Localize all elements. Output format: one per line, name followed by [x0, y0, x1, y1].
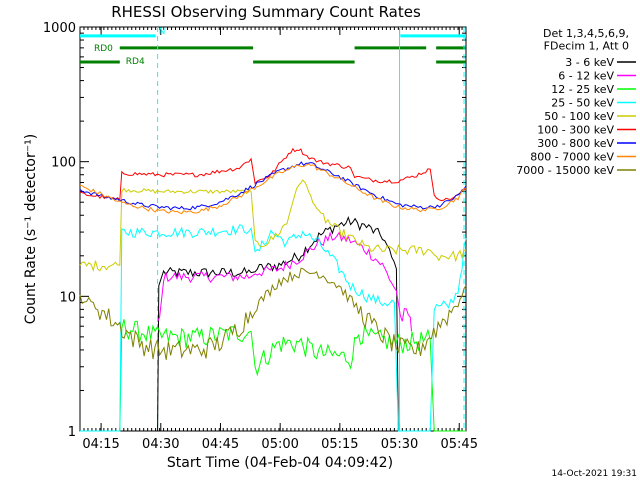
legend-header: FDecim 1, Att 0: [544, 40, 629, 53]
x-tick-label: 04:15: [82, 437, 119, 452]
legend-entry-label: 3 - 6 keV: [565, 56, 614, 69]
series-line-1: [157, 231, 412, 332]
axis-ticks: [79, 26, 467, 432]
x-axis-label: Start Time (04-Feb-04 04:09:42): [167, 455, 393, 471]
plot-axes: [79, 26, 467, 432]
flag-bar-label: RD4: [126, 57, 145, 67]
x-tick-label: 05:00: [261, 437, 298, 452]
series-line-7: [79, 163, 467, 215]
x-tick-label: 04:30: [142, 437, 179, 452]
series-line-3: [80, 224, 467, 432]
flag-bars: N RD0 RD4: [80, 27, 466, 67]
legend-entry-label: 6 - 12 keV: [558, 70, 614, 83]
y-tick-label: 1: [68, 425, 76, 440]
series-lines: [79, 147, 467, 432]
legend-header: Det 1,3,4,5,6,9,: [543, 27, 629, 40]
series-line-8: [79, 267, 467, 360]
x-tick-label: 05:15: [321, 437, 358, 452]
legend-entry-label: 7000 - 15000 keV: [516, 164, 614, 177]
x-tick-label: 05:30: [381, 437, 418, 452]
series-line-2: [80, 319, 466, 432]
legend: Det 1,3,4,5,6,9,FDecim 1, Att 0 3 - 6 keV…: [516, 27, 636, 177]
series-line-5: [79, 147, 467, 202]
x-tick-label: 04:45: [202, 437, 239, 452]
y-tick-label: 10: [59, 290, 76, 305]
y-tick-labels: 1 10 100 1000: [43, 21, 76, 440]
legend-entry-label: 800 - 7000 keV: [530, 151, 614, 164]
flag-bar-label: RD0: [94, 44, 113, 54]
legend-entry-label: 50 - 100 keV: [544, 110, 614, 123]
flag-bar-label: N: [159, 27, 166, 37]
y-axis-label: Count Rate (s⁻¹ detector⁻¹): [23, 134, 39, 324]
chart-title: RHESSI Observing Summary Count Rates: [111, 3, 421, 21]
series-line-0: [80, 216, 466, 432]
legend-entry-label: 300 - 800 keV: [537, 137, 614, 150]
series-line-6: [79, 161, 467, 211]
legend-entry-label: 25 - 50 keV: [551, 97, 614, 110]
legend-entry-label: 100 - 300 keV: [537, 124, 614, 137]
x-tick-labels: 04:15 04:30 04:45 05:00 05:15 05:30 05:45: [82, 437, 478, 452]
plot-frame: [79, 26, 467, 432]
orbit-markers: [157, 27, 465, 431]
date-stamp: 14-Oct-2021 19:31: [552, 469, 637, 479]
series-line-4: [79, 179, 466, 273]
y-tick-label: 100: [51, 156, 76, 171]
legend-entry-label: 12 - 25 keV: [551, 83, 614, 96]
y-tick-label: 1000: [43, 21, 76, 36]
x-tick-label: 05:45: [441, 437, 478, 452]
